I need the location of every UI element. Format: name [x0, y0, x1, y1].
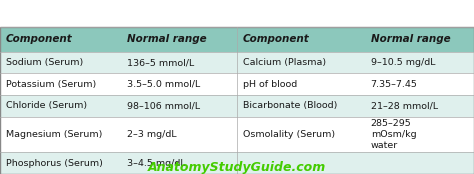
Text: 136–5 mmol/L: 136–5 mmol/L [127, 58, 194, 67]
Text: Component: Component [243, 34, 310, 44]
Bar [121, 95, 237, 117]
Bar [0, 152, 121, 174]
Text: Phosphorus (Serum): Phosphorus (Serum) [6, 159, 102, 168]
Text: pH of blood: pH of blood [243, 80, 297, 89]
Text: 3–4.5 mg/dL: 3–4.5 mg/dL [127, 159, 185, 168]
Text: Normal range: Normal range [371, 34, 450, 44]
Bar [237, 27, 365, 52]
Text: 3.5–5.0 mmol/L: 3.5–5.0 mmol/L [127, 80, 200, 89]
Bar [121, 52, 237, 73]
Bar [0, 52, 121, 73]
Text: Normal range: Normal range [127, 34, 206, 44]
Text: AnatomyStudyGuide.com: AnatomyStudyGuide.com [148, 161, 326, 173]
Text: Sodium (Serum): Sodium (Serum) [6, 58, 83, 67]
Text: 21–28 mmol/L: 21–28 mmol/L [371, 101, 438, 110]
Bar [121, 117, 237, 152]
Bar [121, 27, 237, 52]
Text: Magnesium (Serum): Magnesium (Serum) [6, 130, 102, 139]
Bar [121, 152, 237, 174]
Text: Osmolality (Serum): Osmolality (Serum) [243, 130, 335, 139]
Text: Bicarbonate (Blood): Bicarbonate (Blood) [243, 101, 337, 110]
Bar [365, 27, 474, 52]
Text: 285–295
mOsm/kg
water: 285–295 mOsm/kg water [371, 119, 416, 150]
Bar [365, 95, 474, 117]
Bar [365, 52, 474, 73]
Bar [0, 95, 121, 117]
Bar [0, 117, 121, 152]
Text: Potassium (Serum): Potassium (Serum) [6, 80, 96, 89]
Text: 2–3 mg/dL: 2–3 mg/dL [127, 130, 176, 139]
Bar [365, 117, 474, 152]
Bar [237, 152, 365, 174]
Bar [237, 73, 365, 95]
Bar [237, 117, 365, 152]
Bar [365, 152, 474, 174]
Bar [237, 95, 365, 117]
Bar [365, 73, 474, 95]
Text: 7.35–7.45: 7.35–7.45 [371, 80, 418, 89]
Text: 9–10.5 mg/dL: 9–10.5 mg/dL [371, 58, 435, 67]
Text: 98–106 mmol/L: 98–106 mmol/L [127, 101, 200, 110]
Bar [0, 73, 121, 95]
Bar [0, 27, 121, 52]
Bar [0, 27, 474, 174]
Text: Chloride (Serum): Chloride (Serum) [6, 101, 87, 110]
Bar [121, 73, 237, 95]
Text: Component: Component [6, 34, 73, 44]
Bar [237, 52, 365, 73]
Text: Calcium (Plasma): Calcium (Plasma) [243, 58, 326, 67]
